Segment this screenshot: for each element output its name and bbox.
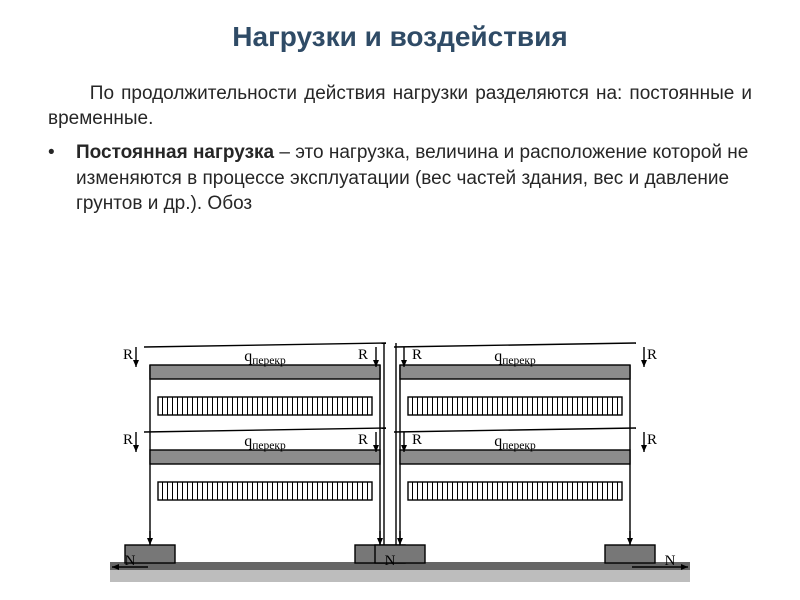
intro-paragraph: По продолжительности действия нагрузки р… bbox=[48, 81, 752, 132]
svg-text:N: N bbox=[125, 553, 136, 569]
svg-text:R: R bbox=[358, 347, 368, 363]
svg-text:R: R bbox=[123, 347, 133, 363]
structure-diagram: qперекр qперекр qперекр qперекр R R R R R R R R N N N bbox=[0, 330, 800, 600]
bullet-permanent-load: • Постоянная нагрузка – это нагрузка, ве… bbox=[48, 140, 752, 217]
svg-text:N: N bbox=[665, 553, 676, 569]
svg-text:qперекр: qперекр bbox=[494, 348, 536, 367]
svg-text:qперекр: qперекр bbox=[244, 433, 286, 452]
svg-text:R: R bbox=[412, 347, 422, 363]
bullet-marker: • bbox=[48, 140, 76, 166]
svg-text:R: R bbox=[123, 432, 133, 448]
slide-title: Нагрузки и воздействия bbox=[48, 22, 752, 53]
svg-text:R: R bbox=[647, 432, 657, 448]
bullet-strong: Постоянная нагрузка bbox=[76, 142, 274, 163]
svg-text:qперекр: qперекр bbox=[494, 433, 536, 452]
svg-text:R: R bbox=[647, 347, 657, 363]
svg-text:N: N bbox=[385, 553, 396, 569]
svg-text:qперекр: qперекр bbox=[244, 348, 286, 367]
bullet-text: Постоянная нагрузка – это нагрузка, вели… bbox=[76, 140, 752, 217]
svg-text:R: R bbox=[358, 432, 368, 448]
svg-text:R: R bbox=[412, 432, 422, 448]
